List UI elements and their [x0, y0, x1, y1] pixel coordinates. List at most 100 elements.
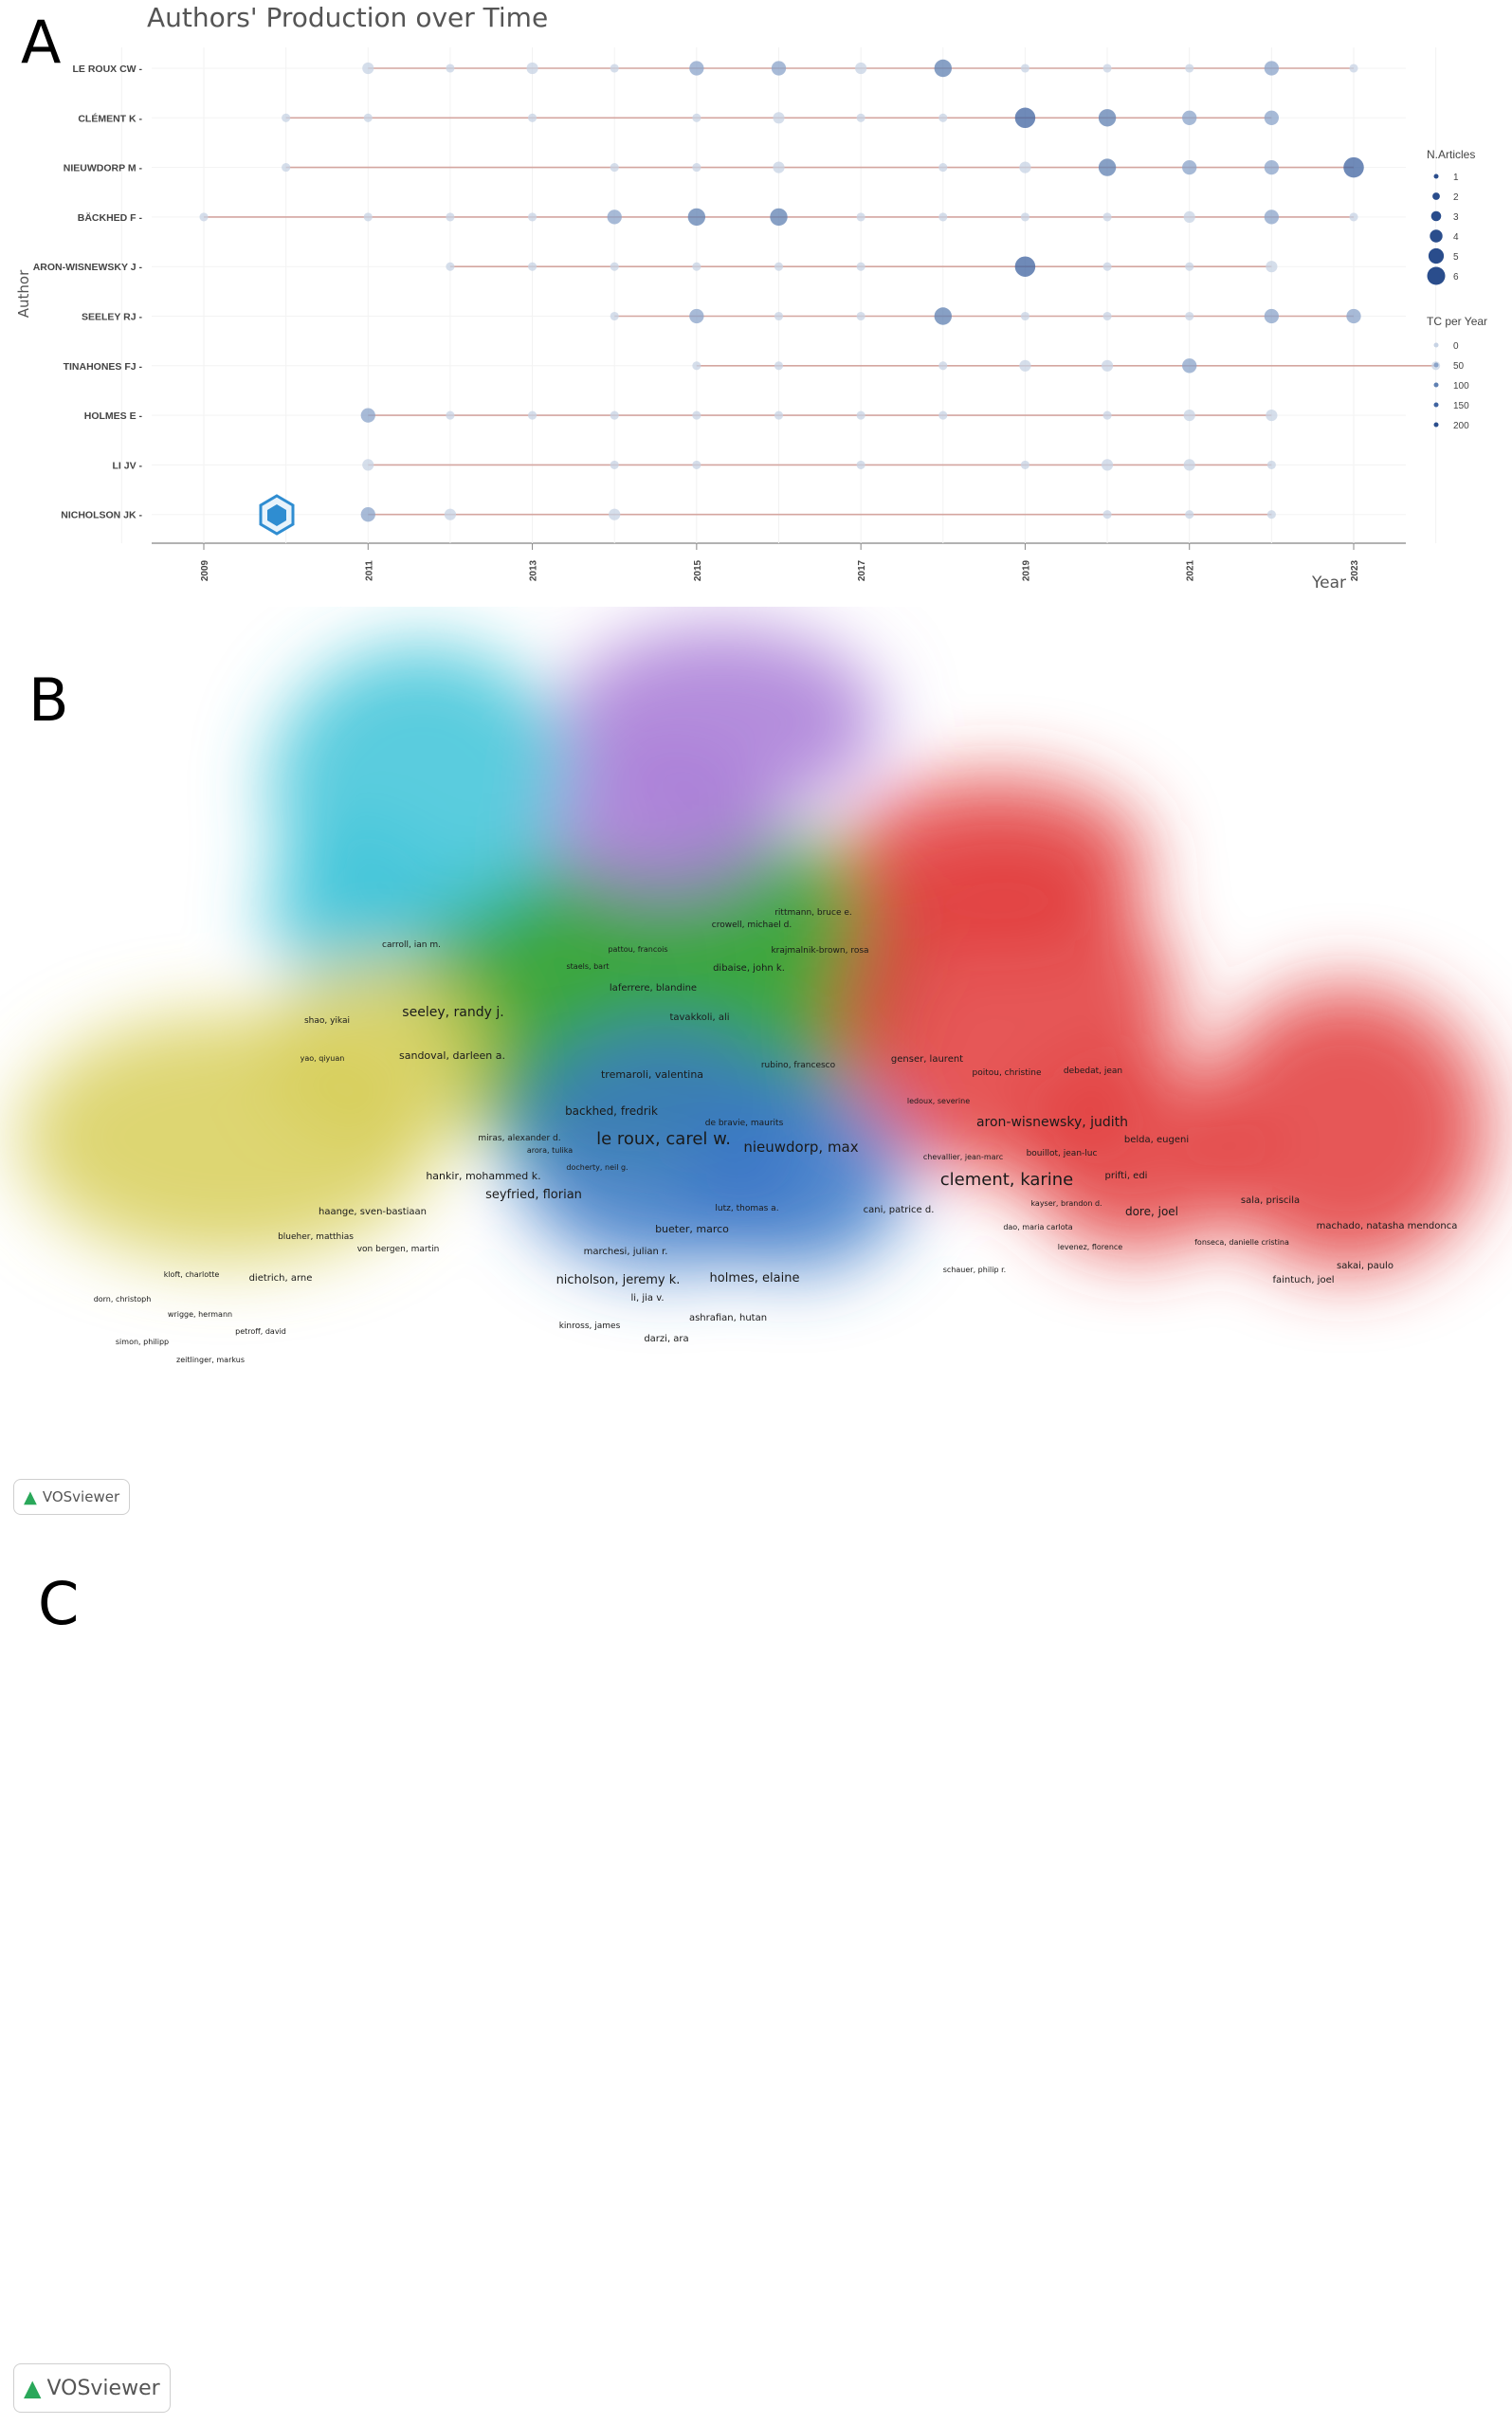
vosviewer-logo: ▲ VOSviewer	[13, 1479, 131, 1515]
author-node-label: rubino, francesco	[761, 1061, 836, 1070]
author-node-label: laferrere, blandine	[610, 983, 697, 994]
legend-size-label: 1	[1453, 173, 1459, 183]
y-axis-label: Author	[15, 269, 32, 318]
production-point	[856, 410, 865, 420]
production-point	[362, 459, 374, 471]
author-node-label: staels, bart	[566, 962, 609, 971]
production-point	[1014, 107, 1036, 129]
production-point	[282, 113, 291, 122]
production-point	[446, 64, 455, 73]
production-point	[360, 408, 375, 423]
author-node-label: haange, sven-bastiaan	[319, 1207, 427, 1217]
author-node-label: genser, laurent	[891, 1054, 963, 1065]
production-point	[1264, 61, 1280, 76]
legend-title-tc: TC per Year	[1427, 315, 1487, 328]
author-node-label: miras, alexander d.	[478, 1134, 560, 1143]
author-node-label: dao, maria carlota	[1003, 1223, 1072, 1231]
production-point	[692, 410, 701, 420]
legend-size-label: 2	[1453, 192, 1459, 203]
legend-color-label: 150	[1453, 401, 1469, 411]
author-label: ARON-WISNEWSKY J -	[33, 262, 143, 273]
production-point	[446, 262, 455, 271]
x-tick-label: 2023	[1350, 559, 1360, 581]
panel-letter: B	[28, 666, 69, 735]
legend-size-dot	[1433, 173, 1439, 179]
author-node-label: ashrafian, hutan	[689, 1313, 767, 1323]
author-label: CLÉMENT K -	[78, 112, 142, 124]
author-node-label: debedat, jean	[1064, 1067, 1122, 1076]
production-point	[1102, 212, 1112, 222]
legend-title-articles: N.Articles	[1427, 148, 1475, 161]
production-point	[856, 113, 865, 122]
production-point	[692, 163, 701, 173]
production-point	[1101, 459, 1114, 471]
x-tick-label: 2015	[693, 559, 703, 581]
legend-size-dot	[1428, 247, 1445, 264]
production-point	[1020, 212, 1029, 222]
author-label: LE ROUX CW -	[73, 64, 143, 75]
cocitation-network: turnbaugh, pjcani, pdley, rebäckhed, fdu…	[0, 1541, 1512, 2425]
authors-production-chart: Authors' Production over Time Author Yea…	[15, 2, 1487, 593]
production-point	[1182, 358, 1197, 374]
production-point	[856, 262, 865, 271]
author-node-label: le roux, carel w.	[596, 1129, 731, 1149]
panel-letter: C	[38, 1569, 80, 1638]
production-point	[1019, 161, 1031, 173]
author-node-label: zeitlinger, markus	[176, 1356, 245, 1364]
author-node-label: blueher, matthias	[278, 1232, 354, 1242]
legend-size-label: 5	[1453, 252, 1459, 263]
production-point	[938, 361, 948, 371]
production-point	[1098, 158, 1117, 176]
production-point	[1343, 156, 1364, 178]
production-point	[282, 163, 291, 173]
production-point	[1182, 159, 1197, 175]
legend-size-dot	[1430, 229, 1443, 243]
author-node-label: bouillot, jean-luc	[1027, 1149, 1098, 1158]
hexagon-logo-icon	[259, 494, 295, 536]
author-label: NICHOLSON JK -	[61, 510, 142, 521]
author-node-label: li, jia v.	[630, 1293, 664, 1304]
author-node-label: hankir, mohammed k.	[426, 1170, 540, 1182]
production-point	[1185, 311, 1194, 321]
author-node-label: dorn, christoph	[94, 1295, 152, 1304]
production-point	[689, 308, 704, 324]
density-blob	[550, 749, 777, 901]
legend-color-label: 100	[1453, 381, 1469, 392]
author-node-label: seeley, randy j.	[402, 1005, 503, 1020]
production-point	[856, 460, 865, 469]
production-point	[528, 410, 537, 420]
author-node-label: prifti, edi	[1105, 1171, 1148, 1181]
legend-color-label: 200	[1453, 421, 1469, 431]
vosviewer-icon: ▲	[24, 1486, 37, 1507]
author-node-label: wrigge, hermann	[168, 1310, 232, 1319]
author-label: BÄCKHED F -	[78, 211, 143, 224]
production-point	[1266, 261, 1278, 273]
author-node-label: holmes, elaine	[710, 1271, 800, 1285]
author-node-label: de bravie, maurits	[705, 1119, 784, 1128]
production-point	[1185, 510, 1194, 520]
author-label: SEELEY RJ -	[82, 312, 142, 323]
author-node-label: poitou, christine	[973, 1068, 1042, 1078]
author-node-label: yao, qiyuan	[301, 1054, 345, 1063]
author-node-label: tremaroli, valentina	[601, 1068, 703, 1081]
vosviewer-icon: ▲	[24, 2375, 42, 2401]
production-point	[856, 311, 865, 321]
legend-size-label: 6	[1453, 272, 1459, 283]
author-node-label: rittmann, bruce e.	[774, 908, 852, 918]
production-point	[692, 460, 701, 469]
production-point	[1098, 109, 1117, 127]
production-point	[774, 262, 784, 271]
chart-title: Authors' Production over Time	[147, 2, 548, 33]
author-node-label: kloft, charlotte	[164, 1270, 220, 1279]
production-point	[1102, 510, 1112, 520]
author-node-label: chevallier, jean-marc	[923, 1153, 1003, 1161]
x-axis-label: Year	[1311, 574, 1346, 593]
production-point	[1102, 262, 1112, 271]
x-tick-label: 2009	[200, 559, 210, 581]
production-point	[770, 208, 788, 227]
legend-size-label: 3	[1453, 212, 1459, 223]
author-node-label: backhed, fredrik	[565, 1104, 658, 1118]
vosviewer-label: VOSviewer	[46, 2376, 160, 2400]
production-point	[528, 212, 537, 222]
legend-color-dot	[1433, 382, 1439, 388]
